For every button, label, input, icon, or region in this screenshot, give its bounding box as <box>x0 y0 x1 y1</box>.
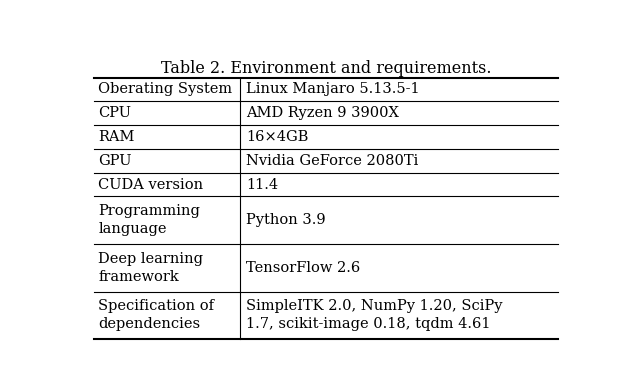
Text: Nvidia GeForce 2080Ti: Nvidia GeForce 2080Ti <box>246 154 418 168</box>
Text: CUDA version: CUDA version <box>98 178 204 191</box>
Text: AMD Ryzen 9 3900X: AMD Ryzen 9 3900X <box>246 106 399 120</box>
Text: Table 2. Environment and requirements.: Table 2. Environment and requirements. <box>161 60 491 77</box>
Text: Programming
language: Programming language <box>98 204 200 236</box>
Text: CPU: CPU <box>98 106 131 120</box>
Text: Linux Manjaro 5.13.5-1: Linux Manjaro 5.13.5-1 <box>246 83 420 96</box>
Text: GPU: GPU <box>98 154 132 168</box>
Text: RAM: RAM <box>98 130 135 144</box>
Text: 11.4: 11.4 <box>246 178 279 191</box>
Text: SimpleITK 2.0, NumPy 1.20, SciPy
1.7, scikit-image 0.18, tqdm 4.61: SimpleITK 2.0, NumPy 1.20, SciPy 1.7, sc… <box>246 300 502 331</box>
Text: Oberating System: Oberating System <box>98 83 232 96</box>
Text: TensorFlow 2.6: TensorFlow 2.6 <box>246 261 361 275</box>
Text: Specification of
dependencies: Specification of dependencies <box>98 300 214 331</box>
Text: Deep learning
framework: Deep learning framework <box>98 252 204 284</box>
Text: 16×4GB: 16×4GB <box>246 130 308 144</box>
Text: Python 3.9: Python 3.9 <box>246 213 326 227</box>
